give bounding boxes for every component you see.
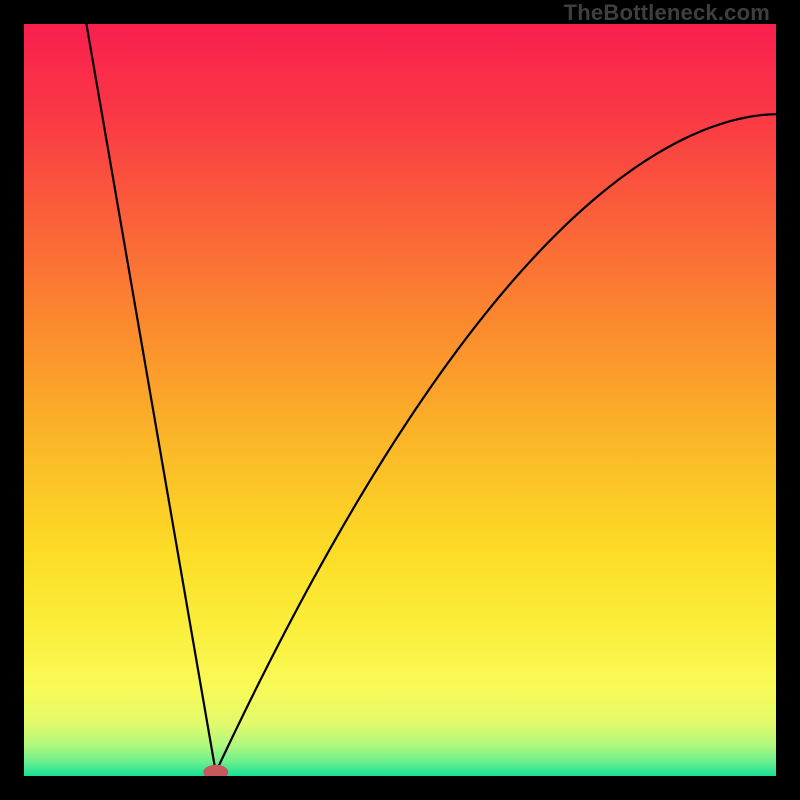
border-right	[776, 0, 800, 800]
watermark: TheBottleneck.com	[564, 0, 770, 26]
border-bottom	[0, 776, 800, 800]
optimum-marker	[204, 765, 228, 776]
border-left	[0, 0, 24, 800]
plot-svg	[24, 24, 776, 776]
plot-area	[24, 24, 776, 776]
gradient-background	[24, 24, 776, 776]
chart-frame: TheBottleneck.com	[0, 0, 800, 800]
